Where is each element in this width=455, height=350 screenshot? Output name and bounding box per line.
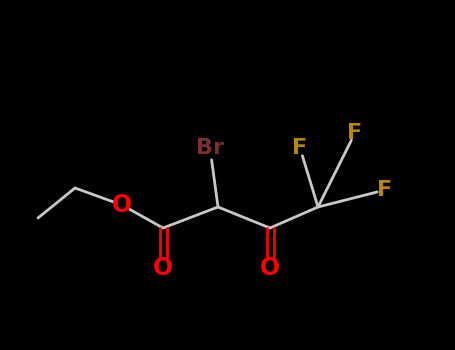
Text: F: F	[293, 138, 308, 158]
Text: O: O	[260, 256, 280, 280]
Text: Br: Br	[196, 138, 224, 158]
Text: F: F	[348, 123, 363, 143]
Text: O: O	[112, 193, 132, 217]
Text: F: F	[378, 180, 393, 200]
Text: O: O	[153, 256, 173, 280]
